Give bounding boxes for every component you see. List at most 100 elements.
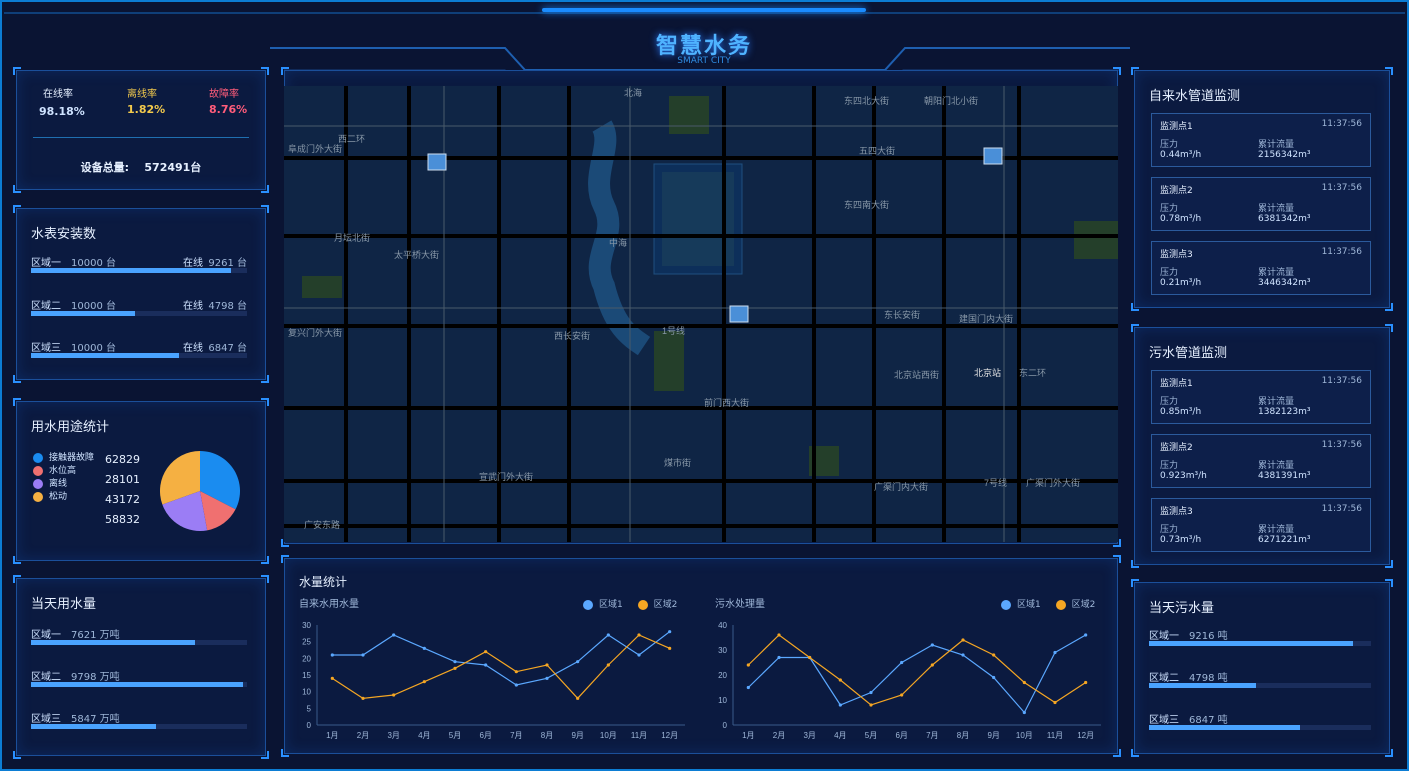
data-point <box>637 633 641 637</box>
x-tick-label: 1月 <box>742 731 754 740</box>
fault-rate-value: 8.76% <box>209 103 248 116</box>
tap-monitor-title: 自来水管道监测 <box>1149 89 1241 104</box>
map-label: 宣武门外大街 <box>479 471 533 482</box>
y-tick-label: 10 <box>718 696 727 705</box>
city-map[interactable]: 北海 西二环 中海 1号线 西长安街 北京站 北京站西街 东二环 月坛北街 太平… <box>284 86 1118 542</box>
data-point <box>961 638 965 642</box>
data-point <box>545 663 549 667</box>
row-value: 9798 万吨 <box>71 672 120 683</box>
data-point <box>992 675 996 680</box>
monitor-card[interactable]: 监测点1 11:37:56 压力 0.44m³/h 累计流量 2156342m³ <box>1151 113 1371 167</box>
monitor-card[interactable]: 监测点2 11:37:56 压力 0.78m³/h 累计流量 6381342m³ <box>1151 177 1371 231</box>
device-total: 设备总量: 572491台 <box>80 161 202 174</box>
x-tick-label: 6月 <box>479 731 491 740</box>
map-label: 东四南大街 <box>844 199 889 210</box>
chart2-legend: 区域1 区域2 <box>1001 597 1095 610</box>
map-label: 北京站西街 <box>894 369 939 380</box>
row-label: 区域三 <box>31 343 61 354</box>
data-point <box>422 646 426 650</box>
map-label: 复兴门外大街 <box>288 327 342 338</box>
map-label: 东二环 <box>1019 367 1046 378</box>
y-tick-label: 5 <box>307 704 312 713</box>
x-tick-label: 8月 <box>957 731 969 740</box>
series-line <box>332 634 670 700</box>
data-point <box>514 683 518 687</box>
map-label: 广渠门外大街 <box>1026 477 1080 488</box>
meter-install-title: 水表安装数 <box>31 227 97 242</box>
data-point <box>808 655 812 660</box>
data-point <box>668 646 672 650</box>
y-tick-label: 0 <box>307 721 312 730</box>
x-tick-label: 12月 <box>661 731 678 740</box>
series-line <box>332 631 671 686</box>
x-tick-label: 4月 <box>834 731 846 740</box>
pie-slice <box>200 491 236 531</box>
data-point <box>869 690 873 695</box>
y-tick-label: 30 <box>718 646 727 655</box>
data-point <box>545 676 549 680</box>
data-point <box>361 653 365 657</box>
x-tick-label: 10月 <box>1016 731 1033 740</box>
row-progress <box>31 724 157 729</box>
data-point <box>869 703 873 707</box>
data-point <box>1053 650 1057 655</box>
page-subtitle: SMART CITY <box>677 56 731 66</box>
row-status: 在线 <box>183 301 203 312</box>
row-label: 区域一 <box>31 258 61 269</box>
map-marker[interactable] <box>427 153 447 171</box>
row-label: 区域三 <box>1149 715 1179 726</box>
header-glow <box>542 8 866 12</box>
usage-value: 62829 <box>105 453 140 466</box>
x-tick-label: 5月 <box>865 731 877 740</box>
map-label: 1号线 <box>662 325 685 336</box>
data-point <box>777 633 781 637</box>
data-point <box>361 696 365 700</box>
water-row: 区域一 7621 万吨 <box>31 626 247 648</box>
data-point <box>514 670 518 674</box>
series-line <box>747 634 1086 706</box>
map-label: 广安东路 <box>304 519 340 530</box>
y-tick-label: 25 <box>302 638 311 647</box>
map-label: 北海 <box>624 87 642 98</box>
row-value: 10000 台 <box>71 258 116 269</box>
sewage-line-chart: 0 10 20 30 40 1月 2月 3月 4月 5月 6月 7月 8月 9月 10月 11月 12月 <box>718 621 1101 740</box>
monitor-card[interactable]: 监测点3 11:37:56 压力 0.73m³/h 累计流量 6271221m³ <box>1151 498 1371 552</box>
data-point <box>484 650 488 654</box>
data-point <box>606 663 610 667</box>
data-point <box>746 685 750 690</box>
x-tick-label: 1月 <box>326 731 338 740</box>
data-point <box>484 663 488 667</box>
map-label: 中海 <box>609 237 627 248</box>
row-online: 4798 台 <box>208 301 247 312</box>
offline-rate-value: 1.82% <box>127 103 166 116</box>
today-sewage-title: 当天污水量 <box>1149 601 1215 616</box>
monitor-card[interactable]: 监测点3 11:37:56 压力 0.21m³/h 累计流量 3446342m³ <box>1151 241 1371 295</box>
row-progress <box>31 268 232 273</box>
x-tick-label: 3月 <box>803 731 815 740</box>
map-marker[interactable] <box>729 305 749 323</box>
map-marker[interactable] <box>983 147 1003 165</box>
data-point <box>1022 710 1026 715</box>
map-label: 五四大街 <box>859 145 895 156</box>
meter-row: 区域二 10000 台 在线 4798 台 <box>31 297 247 319</box>
row-label: 区域一 <box>31 630 61 641</box>
map-label: 前门西大街 <box>704 397 749 408</box>
row-value: 10000 台 <box>71 343 116 354</box>
data-point <box>637 653 641 657</box>
map-label: 阜成门外大街 <box>288 143 342 154</box>
row-value: 6847 吨 <box>1189 715 1228 726</box>
row-online: 9261 台 <box>208 258 247 269</box>
data-point <box>1053 700 1057 705</box>
legend-item: 松动 <box>33 489 67 502</box>
usage-stats-panel: 用水用途统计 接触器故障 水位高 离线 松动 62829 28101 43172… <box>13 398 269 564</box>
monitor-card[interactable]: 监测点2 11:37:56 压力 0.923m³/h 累计流量 4381391m³ <box>1151 434 1371 488</box>
row-value: 4798 吨 <box>1189 673 1228 684</box>
data-point <box>392 633 396 637</box>
x-tick-label: 5月 <box>449 731 461 740</box>
monitor-card[interactable]: 监测点1 11:37:56 压力 0.85m³/h 累计流量 1382123m³ <box>1151 370 1371 424</box>
map-label: 西长安街 <box>554 330 590 341</box>
map-label: 北京站 <box>974 367 1001 378</box>
x-tick-label: 7月 <box>510 731 522 740</box>
today-water-title: 当天用水量 <box>31 597 97 612</box>
x-tick-label: 12月 <box>1077 731 1094 740</box>
